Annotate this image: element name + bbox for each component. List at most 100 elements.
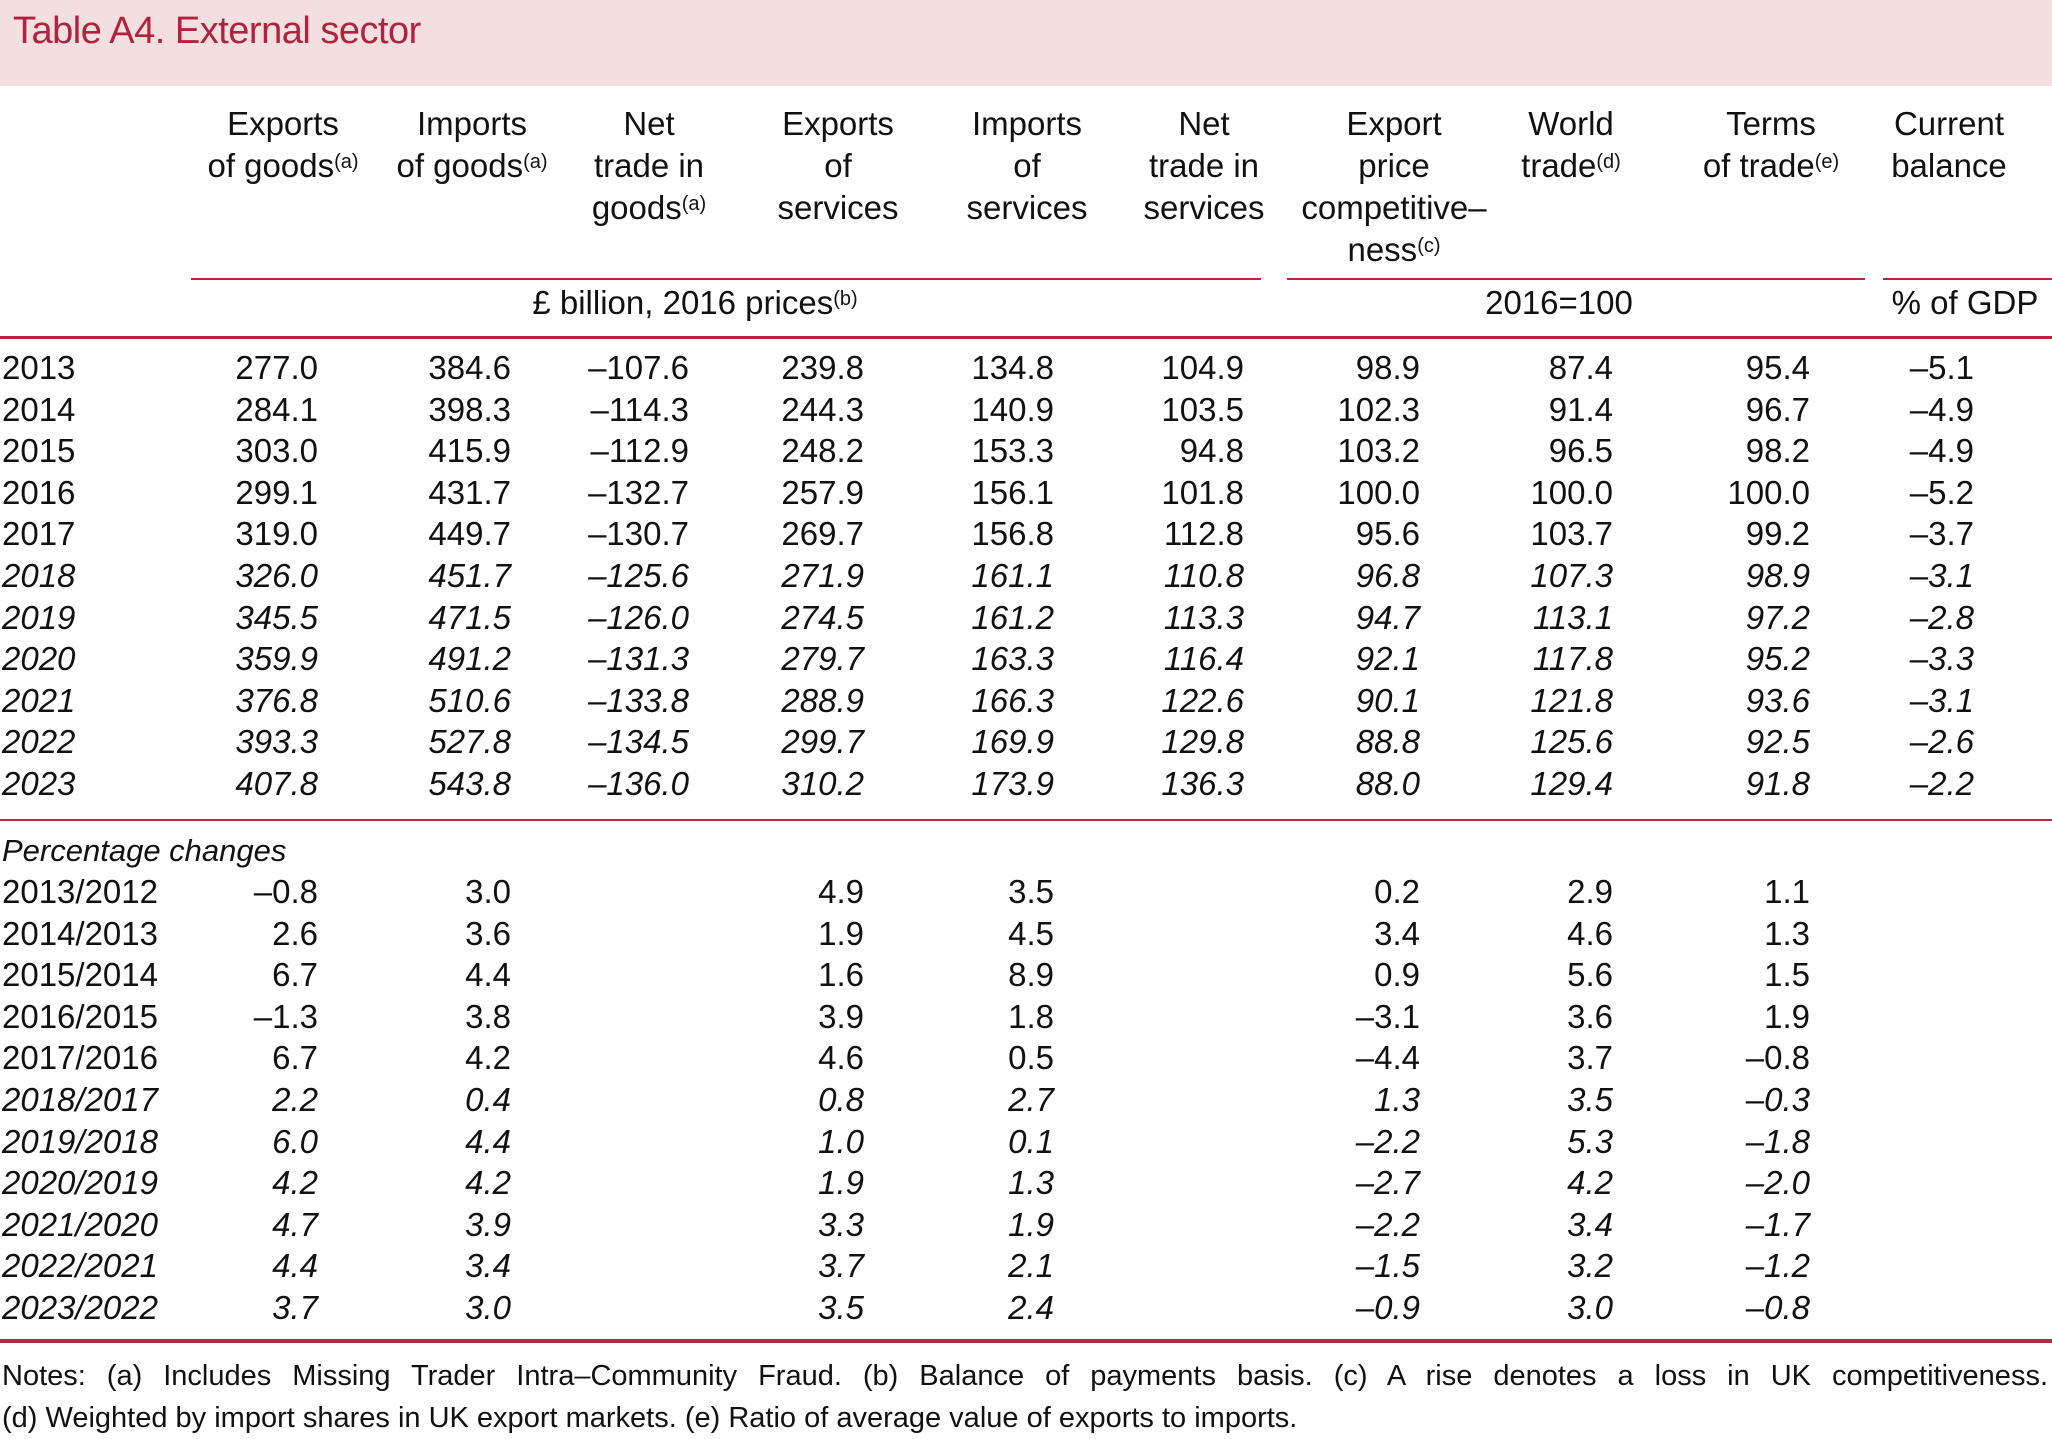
column-header-text: Current bbox=[1893, 105, 2005, 142]
column-header-text: Exports bbox=[782, 105, 894, 142]
row-label: 2017/2016 bbox=[2, 1039, 158, 1077]
table-cell: 3.4 bbox=[465, 1247, 511, 1285]
unit-text: £ billion, 2016 prices bbox=[532, 284, 834, 321]
column-header-text: of bbox=[824, 147, 852, 184]
table-cell: –0.9 bbox=[1355, 1289, 1420, 1326]
table-cell: –2.0 bbox=[1745, 1164, 1810, 1202]
table-cell: 113.1 bbox=[1532, 598, 1613, 636]
column-header-text: ness bbox=[1347, 231, 1418, 268]
table-cell: 1.9 bbox=[818, 1164, 864, 1202]
column-header: Net trade in services bbox=[1089, 103, 1319, 229]
table-cell: –132.7 bbox=[588, 473, 689, 511]
table-cell: 103.5 bbox=[1161, 390, 1244, 428]
table-cell: 449.7 bbox=[428, 515, 511, 553]
table-cell: 2.4 bbox=[1008, 1289, 1054, 1326]
table-cell: –114.3 bbox=[590, 390, 689, 428]
table-cell: 3.5 bbox=[1008, 873, 1054, 910]
column-header-line: services bbox=[723, 187, 953, 229]
title-bar: Table A4. External sector bbox=[0, 0, 2052, 86]
footnote-ref: (b) bbox=[833, 288, 858, 310]
table-cell: 2.1 bbox=[1008, 1247, 1054, 1285]
table-cell: 271.9 bbox=[781, 557, 864, 594]
table-cell: 98.9 bbox=[1745, 557, 1810, 594]
table-cell: 1.9 bbox=[1008, 1205, 1054, 1243]
table-cell: 4.2 bbox=[465, 1039, 511, 1077]
column-header-text: price bbox=[1358, 147, 1430, 184]
table-cell: 431.7 bbox=[428, 473, 511, 511]
table-cell: 2.7 bbox=[1008, 1081, 1054, 1118]
column-header-line: of goods(a) bbox=[357, 145, 587, 187]
table-cell: 100.0 bbox=[1727, 473, 1810, 511]
table-cell: 91.4 bbox=[1548, 390, 1613, 428]
table-cell: 3.9 bbox=[465, 1205, 511, 1243]
table-cell: 122.6 bbox=[1161, 681, 1244, 719]
column-header-line: Current bbox=[1834, 103, 2052, 145]
table-cell: 269.7 bbox=[781, 515, 864, 553]
column-header-line: Exports bbox=[723, 103, 953, 145]
table-cell: –3.3 bbox=[1909, 640, 1974, 678]
column-header-text: of bbox=[1013, 147, 1041, 184]
column-header: Export price competitive– ness(c) bbox=[1279, 103, 1509, 271]
table-cell: 3.0 bbox=[465, 1289, 511, 1326]
table-cell: 3.6 bbox=[465, 914, 511, 952]
column-header: World trade(d) bbox=[1456, 103, 1686, 187]
table-cell: 471.5 bbox=[428, 598, 511, 636]
table-cell: 4.4 bbox=[465, 1122, 511, 1160]
column-header-text: trade in bbox=[593, 147, 705, 184]
row-label: 2016/2015 bbox=[2, 997, 158, 1035]
table-cell: 3.4 bbox=[1567, 1205, 1613, 1243]
table-cell: 3.0 bbox=[465, 873, 511, 910]
column-header-line: services bbox=[1089, 187, 1319, 229]
column-header-line: Imports bbox=[912, 103, 1142, 145]
table-cell: 98.2 bbox=[1745, 432, 1810, 470]
table-cell: 129.4 bbox=[1530, 765, 1613, 802]
column-header: Imports of services bbox=[912, 103, 1142, 229]
unit-rule-billion bbox=[191, 278, 1261, 280]
table-cell: 95.4 bbox=[1745, 349, 1810, 386]
table-cell: 8.9 bbox=[1008, 956, 1054, 994]
table-cell: –2.2 bbox=[1909, 765, 1974, 802]
table-cell: 101.8 bbox=[1161, 473, 1244, 511]
row-label: 2015 bbox=[2, 432, 76, 470]
column-header-line: of trade(e) bbox=[1656, 145, 1886, 187]
table-cell: 3.3 bbox=[818, 1205, 864, 1243]
table-cell: –2.8 bbox=[1909, 598, 1974, 636]
table-cell: 125.6 bbox=[1530, 723, 1613, 761]
column-header-text: Net bbox=[1178, 105, 1230, 142]
row-label: 2021/2020 bbox=[2, 1205, 158, 1243]
table-cell: 303.0 bbox=[235, 432, 318, 470]
column-header-line: of goods(a) bbox=[168, 145, 398, 187]
table-row: 2013 277.0 384.6 –107.6 239.8 134.8 104.9 98.9 8… bbox=[0, 347, 2052, 389]
table-row: 2017/2016 6.7 4.2 4.6 0.5 –4.4 3.7 –0.8 bbox=[0, 1037, 2052, 1079]
table-row: 2023 407.8 543.8 –136.0 310.2 173.9 136.3 88.0 1… bbox=[0, 763, 2052, 805]
table-cell: 92.1 bbox=[1355, 640, 1420, 678]
table-row: 2020/2019 4.2 4.2 1.9 1.3 –2.7 4.2 –2.0 bbox=[0, 1162, 2052, 1204]
column-header-line: World bbox=[1456, 103, 1686, 145]
table-cell: 100.0 bbox=[1337, 473, 1420, 511]
row-label: 2022 bbox=[2, 723, 76, 761]
table-cell: 1.3 bbox=[1374, 1081, 1420, 1118]
table-cell: 326.0 bbox=[235, 557, 318, 594]
table-cell: 110.8 bbox=[1163, 557, 1244, 594]
row-label: 2019/2018 bbox=[2, 1122, 158, 1160]
table-cell: 279.7 bbox=[781, 640, 864, 678]
row-label: 2018/2017 bbox=[2, 1081, 158, 1118]
table-cell: 0.5 bbox=[1008, 1039, 1054, 1077]
table-cell: 4.7 bbox=[272, 1205, 318, 1243]
table-cell: 3.2 bbox=[1567, 1247, 1613, 1285]
table-row: 2018/2017 2.2 0.4 0.8 2.7 1.3 3.5 –0.3 bbox=[0, 1079, 2052, 1121]
column-header-text: trade in bbox=[1148, 147, 1260, 184]
table-cell: 2.9 bbox=[1567, 873, 1613, 910]
table-cell: 0.1 bbox=[1008, 1122, 1054, 1160]
column-header-line: goods(a) bbox=[534, 187, 764, 229]
footnote-ref: (e) bbox=[1814, 151, 1840, 173]
column-header-text: Imports bbox=[971, 105, 1083, 142]
column-header-line: balance bbox=[1834, 145, 2052, 187]
table-cell: 104.9 bbox=[1161, 349, 1244, 386]
table-cell: 136.3 bbox=[1161, 765, 1244, 802]
row-label: 2022/2021 bbox=[2, 1247, 158, 1285]
column-header-line: trade(d) bbox=[1456, 145, 1686, 187]
section-label-percentage-changes: Percentage changes bbox=[2, 833, 287, 868]
unit-text: % of GDP bbox=[1891, 284, 2039, 321]
table-cell: 1.5 bbox=[1764, 956, 1810, 994]
